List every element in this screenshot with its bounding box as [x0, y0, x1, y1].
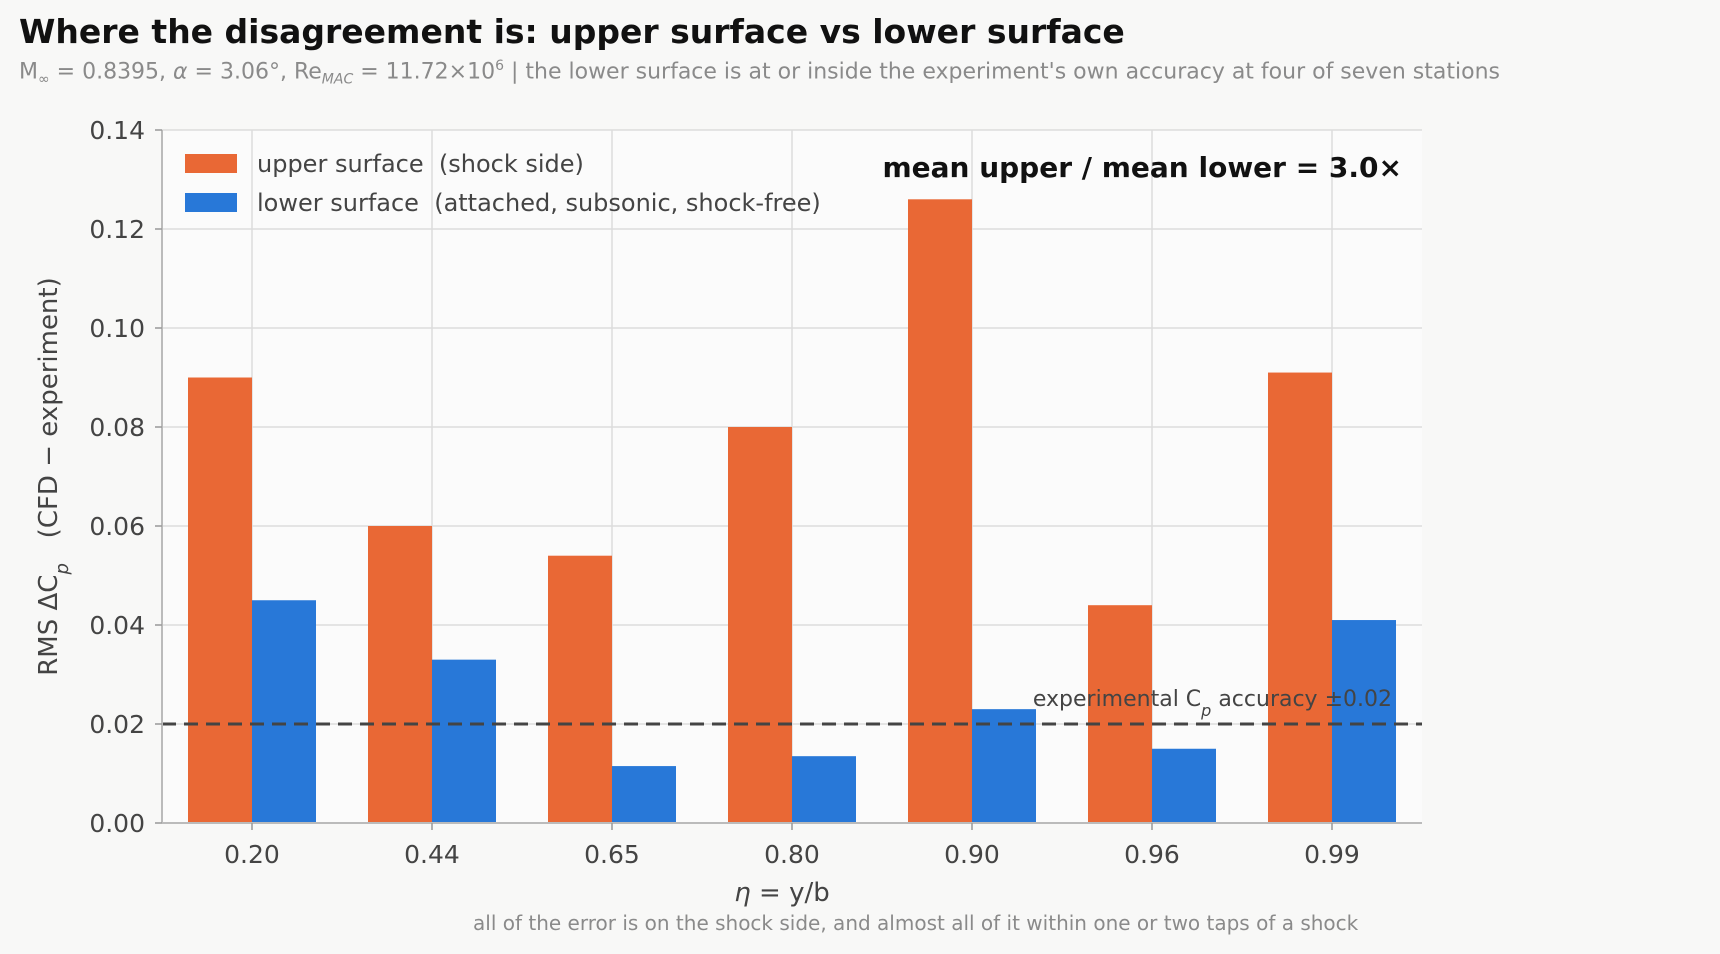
x-tick-label: 0.96 — [1124, 840, 1180, 869]
lower-surface-bar-0.80 — [792, 756, 856, 823]
y-axis-label: RMS ΔCp (CFD − experiment) — [34, 277, 73, 676]
x-tick-label: 0.44 — [404, 840, 460, 869]
lower-surface-bar-0.44 — [432, 659, 496, 823]
upper-surface-bar-0.20 — [188, 377, 252, 823]
y-tick-label: 0.12 — [89, 215, 145, 244]
y-tick-label: 0.06 — [89, 512, 145, 541]
x-tick-label: 0.90 — [944, 840, 1000, 869]
ratio-annotation: mean upper / mean lower = 3.0× — [882, 151, 1402, 184]
upper-surface-bar-0.44 — [368, 526, 432, 823]
x-tick-label: 0.99 — [1304, 840, 1360, 869]
upper-surface-bar-0.80 — [728, 427, 792, 823]
upper-surface-bar-0.90 — [908, 199, 972, 824]
lower-surface-bar-0.20 — [252, 600, 316, 823]
legend-label-lower: lower surface (attached, subsonic, shock… — [257, 189, 821, 217]
legend-swatch-lower — [185, 193, 237, 212]
x-tick-label: 0.65 — [584, 840, 640, 869]
y-tick-label: 0.10 — [89, 314, 145, 343]
upper-surface-bar-0.96 — [1088, 605, 1152, 823]
legend-swatch-upper — [185, 154, 237, 173]
chart-title: Where the disagreement is: upper surface… — [19, 12, 1125, 51]
x-tick-label: 0.20 — [224, 840, 280, 869]
y-tick-label: 0.08 — [89, 413, 145, 442]
legend-label-upper: upper surface (shock side) — [257, 150, 584, 178]
lower-surface-bar-0.65 — [612, 766, 676, 823]
x-axis-label: η = y/b — [734, 878, 829, 908]
footnote: all of the error is on the shock side, a… — [473, 911, 1359, 935]
upper-surface-bar-0.65 — [548, 555, 612, 823]
lower-surface-bar-0.96 — [1152, 748, 1216, 823]
y-tick-label: 0.02 — [89, 710, 145, 739]
legend: upper surface (shock side) lower surface … — [185, 150, 821, 217]
y-tick-label: 0.00 — [89, 809, 145, 838]
axes: 0.00 0.02 0.04 0.06 0.08 0.10 0.12 0.14 0.20 0.44… — [89, 116, 1422, 869]
x-tick-label: 0.80 — [764, 840, 820, 869]
upper-surface-bar-0.99 — [1268, 372, 1332, 823]
y-tick-label: 0.14 — [89, 116, 145, 145]
chart-subtitle: M∞ = 0.8395, α = 3.06°, ReMAC = 11.72×10… — [19, 58, 1500, 88]
bars — [188, 199, 1396, 824]
lower-surface-bar-0.90 — [972, 709, 1036, 823]
y-tick-label: 0.04 — [89, 611, 145, 640]
lower-surface-bar-0.99 — [1332, 620, 1396, 823]
